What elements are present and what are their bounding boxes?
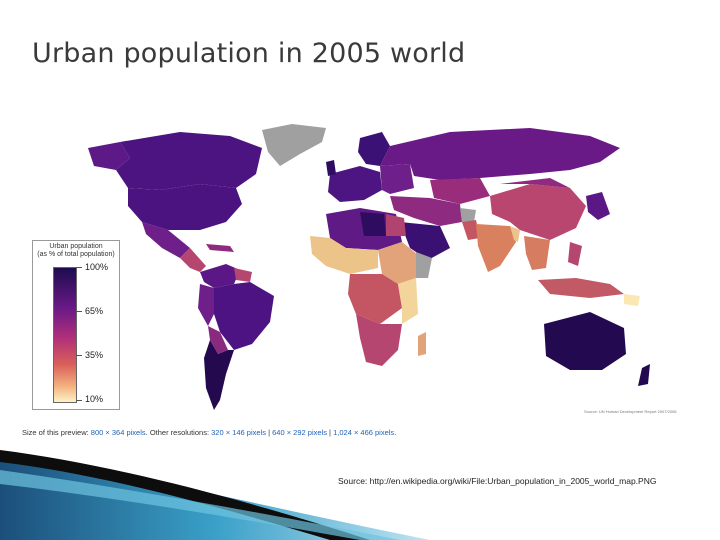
australia [544, 312, 626, 370]
madagascar [418, 332, 426, 356]
guianas [234, 268, 252, 282]
southern-africa [356, 314, 402, 366]
preview-period: . [145, 428, 148, 437]
afghanistan [460, 208, 476, 222]
map-credit: Source: UN Human Development Report 2007… [584, 409, 677, 414]
arabia [400, 222, 450, 260]
philippines [568, 242, 582, 266]
bolivia-paraguay [208, 326, 228, 354]
caribbean [206, 244, 234, 252]
western-europe [328, 166, 382, 202]
legend-tick [76, 400, 82, 401]
turkey-iran [390, 196, 462, 226]
venezuela-colombia [200, 264, 240, 288]
east-africa [398, 278, 418, 324]
korea-japan [586, 192, 610, 220]
legend-label-100: 100% [85, 262, 109, 272]
legend-color-bar [53, 267, 77, 403]
mongolia [500, 178, 570, 188]
resolution-link-640[interactable]: 640 × 292 pixels [272, 428, 327, 437]
uk [326, 160, 336, 176]
russia [380, 128, 620, 180]
source-citation: Source: http://en.wikipedia.org/wiki/Fil… [338, 476, 657, 486]
legend-label-35: 35% [85, 350, 104, 360]
legend-label-10: 10% [85, 394, 104, 404]
egypt [386, 214, 406, 236]
resolution-link-1024[interactable]: 1,024 × 466 pixels [333, 428, 395, 437]
preview-period: . [394, 428, 397, 437]
scandinavia [358, 132, 390, 166]
png [624, 294, 640, 306]
horn-somalia [416, 252, 432, 278]
peru-ecuador [198, 284, 214, 326]
resolution-link-320[interactable]: 320 × 146 pixels [211, 428, 266, 437]
india [476, 224, 516, 272]
brazil [214, 282, 274, 350]
libya [360, 212, 386, 236]
legend-title-line2: (as % of total population) [37, 251, 115, 258]
pakistan [462, 220, 480, 240]
usa [128, 184, 242, 230]
mexico [142, 222, 190, 258]
legend-title-line1: Urban population [49, 243, 103, 250]
new-zealand [638, 364, 650, 386]
preview-prefix: Size of this preview: [22, 428, 89, 437]
preview-separator: | [329, 428, 331, 437]
slide-title: Urban population in 2005 world [32, 38, 466, 69]
kazakhstan [430, 178, 490, 204]
legend-label-65: 65% [85, 306, 104, 316]
decorative-swoosh [0, 450, 430, 540]
central-africa [348, 274, 402, 324]
preview-separator: | [268, 428, 271, 437]
preview-other: Other resolutions: [149, 428, 210, 437]
argentina-chile [204, 340, 234, 410]
indochina [524, 236, 550, 270]
legend-tick [76, 311, 82, 312]
indonesia [538, 278, 624, 298]
canada [116, 132, 262, 190]
greenland [262, 124, 326, 166]
west-africa [310, 236, 378, 274]
preview-size-link[interactable]: 800 × 364 pixels [90, 428, 146, 437]
preview-size-line: Size of this preview: 800 × 364 pixels. … [22, 428, 396, 437]
legend-title: Urban population (as % of total populati… [33, 243, 119, 259]
world-map [30, 118, 690, 423]
bangladesh [510, 226, 520, 242]
alaska [88, 142, 130, 170]
eastern-europe [380, 164, 414, 194]
legend-tick [76, 355, 82, 356]
china [490, 184, 586, 240]
map-legend: Urban population (as % of total populati… [32, 240, 120, 410]
legend-tick [76, 267, 82, 268]
central-america [180, 248, 206, 272]
sahel-east [378, 242, 422, 284]
